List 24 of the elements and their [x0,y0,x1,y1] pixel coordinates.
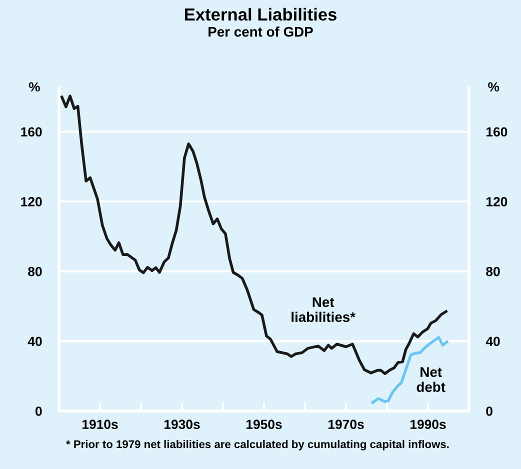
chart-subtitle: Per cent of GDP [208,26,313,37]
y-tick-label: 80 [28,266,42,276]
line-series [60,94,448,376]
line-series [371,336,448,404]
x-tick-label: 1930s [164,420,200,430]
y2-tick-label: 160 [486,127,508,137]
series-label: Net debt [416,367,446,392]
y-tick-label: 160 [21,127,42,137]
y2-tick-label: 0 [486,406,492,416]
y2-axis-title: % [488,82,500,92]
y-tick-label: 120 [21,197,42,206]
text: * Prior to 1979 net liabilities are calculated by cumulating capital inflows. [66,440,449,450]
y-axis-title: % [28,82,40,92]
x-tick-label: 1910s [82,420,118,430]
y-tick-label: 40 [28,336,42,346]
y-tick-label: 0 [36,406,42,416]
y2-tick-label: 40 [486,336,500,346]
series-label: Net liabilities* [292,297,356,322]
x-tick-label: 1950s [246,420,282,430]
y2-tick-label: 120 [486,197,508,206]
chart-title: External Liabilities [184,8,336,21]
x-tick-label: 1970s [328,420,364,430]
x-tick-label: 1990s [410,420,446,430]
y2-tick-label: 80 [486,266,500,276]
